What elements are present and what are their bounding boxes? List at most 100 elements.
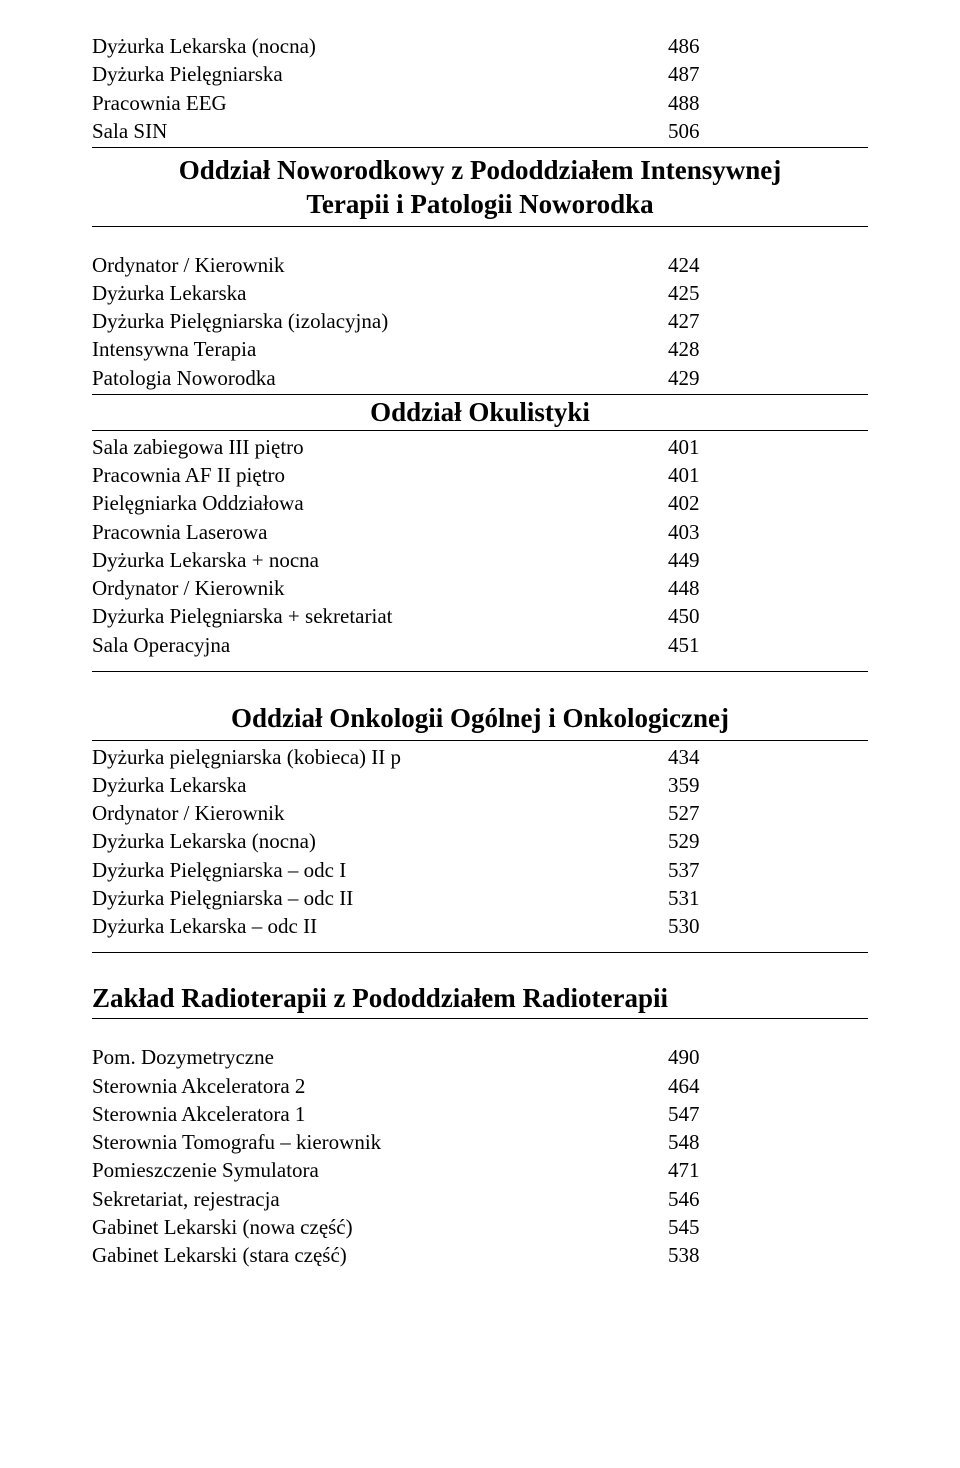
row-value: 486	[668, 33, 868, 59]
row-value: 464	[668, 1073, 868, 1099]
spacer	[92, 940, 868, 950]
row-value: 402	[668, 490, 868, 516]
row-value: 434	[668, 744, 868, 770]
table-row: Sala zabiegowa III piętro 401	[92, 433, 868, 461]
table-row: Intensywna Terapia 428	[92, 335, 868, 363]
row-label: Sterownia Akceleratora 2	[92, 1073, 668, 1099]
section-4: Dyżurka pielęgniarska (kobieca) II p 434…	[92, 743, 868, 941]
row-value: 425	[668, 280, 868, 306]
section-1: Dyżurka Lekarska (nocna) 486 Dyżurka Pie…	[92, 32, 868, 145]
row-label: Ordynator / Kierownik	[92, 575, 668, 601]
divider	[92, 147, 868, 148]
row-label: Sala SIN	[92, 118, 668, 144]
row-label: Sterownia Akceleratora 1	[92, 1101, 668, 1127]
row-label: Pracownia EEG	[92, 90, 668, 116]
table-row: Dyżurka Pielęgniarska – odc I 537	[92, 856, 868, 884]
spacer	[92, 229, 868, 251]
table-row: Sterownia Tomografu – kierownik 548	[92, 1128, 868, 1156]
row-value: 529	[668, 828, 868, 854]
heading-noworodkowy: Oddział Noworodkowy z Pododdziałem Inten…	[92, 154, 868, 222]
table-row: Pracownia EEG 488	[92, 89, 868, 117]
row-value: 450	[668, 603, 868, 629]
row-value: 546	[668, 1186, 868, 1212]
section-3: Sala zabiegowa III piętro 401 Pracownia …	[92, 433, 868, 659]
row-value: 538	[668, 1242, 868, 1268]
row-value: 490	[668, 1044, 868, 1070]
row-label: Dyżurka Pielęgniarska	[92, 61, 668, 87]
table-row: Dyżurka Lekarska + nocna 449	[92, 546, 868, 574]
heading-line-1: Oddział Noworodkowy z Pododdziałem Inten…	[179, 155, 782, 185]
row-value: 451	[668, 632, 868, 658]
heading-onkologii: Oddział Onkologii Ogólnej i Onkologiczne…	[92, 702, 868, 736]
spacer	[92, 1021, 868, 1043]
row-label: Gabinet Lekarski (nowa część)	[92, 1214, 668, 1240]
row-label: Pielęgniarka Oddziałowa	[92, 490, 668, 516]
table-row: Patologia Noworodka 429	[92, 364, 868, 392]
table-row: Sterownia Akceleratora 2 464	[92, 1072, 868, 1100]
row-label: Gabinet Lekarski (stara część)	[92, 1242, 668, 1268]
table-row: Sekretariat, rejestracja 546	[92, 1185, 868, 1213]
row-label: Dyżurka pielęgniarska (kobieca) II p	[92, 744, 668, 770]
table-row: Gabinet Lekarski (stara część) 538	[92, 1241, 868, 1269]
divider	[92, 952, 868, 953]
divider	[92, 1018, 868, 1019]
table-row: Sterownia Akceleratora 1 547	[92, 1100, 868, 1128]
row-label: Dyżurka Lekarska	[92, 772, 668, 798]
row-label: Patologia Noworodka	[92, 365, 668, 391]
table-row: Ordynator / Kierownik 424	[92, 251, 868, 279]
table-row: Pracownia AF II piętro 401	[92, 461, 868, 489]
table-row: Ordynator / Kierownik 448	[92, 574, 868, 602]
row-label: Sala zabiegowa III piętro	[92, 434, 668, 460]
row-label: Pomieszczenie Symulatora	[92, 1157, 668, 1183]
row-value: 429	[668, 365, 868, 391]
row-value: 471	[668, 1157, 868, 1183]
table-row: Gabinet Lekarski (nowa część) 545	[92, 1213, 868, 1241]
divider	[92, 430, 868, 431]
heading-radioterapii: Zakład Radioterapii z Pododdziałem Radio…	[92, 983, 868, 1014]
section-5: Pom. Dozymetryczne 490 Sterownia Akceler…	[92, 1043, 868, 1269]
row-label: Dyżurka Pielęgniarska – odc II	[92, 885, 668, 911]
row-value: 527	[668, 800, 868, 826]
divider	[92, 671, 868, 672]
table-row: Sala Operacyjna 451	[92, 631, 868, 659]
divider	[92, 226, 868, 227]
spacer	[92, 674, 868, 696]
row-label: Pom. Dozymetryczne	[92, 1044, 668, 1070]
row-value: 448	[668, 575, 868, 601]
row-label: Sterownia Tomografu – kierownik	[92, 1129, 668, 1155]
row-value: 449	[668, 547, 868, 573]
row-value: 401	[668, 434, 868, 460]
heading-okulistyki: Oddział Okulistyki	[92, 397, 868, 428]
table-row: Dyżurka pielęgniarska (kobieca) II p 434	[92, 743, 868, 771]
row-label: Pracownia AF II piętro	[92, 462, 668, 488]
table-row: Dyżurka Lekarska 359	[92, 771, 868, 799]
row-value: 427	[668, 308, 868, 334]
row-label: Dyżurka Lekarska	[92, 280, 668, 306]
heading-line-2: Terapii i Patologii Noworodka	[306, 189, 653, 219]
table-row: Dyżurka Pielęgniarska + sekretariat 450	[92, 602, 868, 630]
row-label: Dyżurka Pielęgniarska (izolacyjna)	[92, 308, 668, 334]
table-row: Dyżurka Pielęgniarska – odc II 531	[92, 884, 868, 912]
table-row: Dyżurka Lekarska 425	[92, 279, 868, 307]
spacer	[92, 659, 868, 669]
row-value: 488	[668, 90, 868, 116]
table-row: Dyżurka Lekarska (nocna) 529	[92, 827, 868, 855]
row-value: 424	[668, 252, 868, 278]
row-value: 548	[668, 1129, 868, 1155]
row-value: 545	[668, 1214, 868, 1240]
row-label: Intensywna Terapia	[92, 336, 668, 362]
table-row: Dyżurka Pielęgniarska 487	[92, 60, 868, 88]
row-label: Dyżurka Pielęgniarska – odc I	[92, 857, 668, 883]
row-label: Ordynator / Kierownik	[92, 800, 668, 826]
row-value: 359	[668, 772, 868, 798]
section-2: Ordynator / Kierownik 424 Dyżurka Lekars…	[92, 251, 868, 392]
row-value: 530	[668, 913, 868, 939]
table-row: Dyżurka Pielęgniarska (izolacyjna) 427	[92, 307, 868, 335]
row-label: Dyżurka Pielęgniarska + sekretariat	[92, 603, 668, 629]
table-row: Dyżurka Lekarska (nocna) 486	[92, 32, 868, 60]
row-value: 403	[668, 519, 868, 545]
row-label: Dyżurka Lekarska – odc II	[92, 913, 668, 939]
row-value: 487	[668, 61, 868, 87]
row-label: Dyżurka Lekarska (nocna)	[92, 828, 668, 854]
row-value: 547	[668, 1101, 868, 1127]
